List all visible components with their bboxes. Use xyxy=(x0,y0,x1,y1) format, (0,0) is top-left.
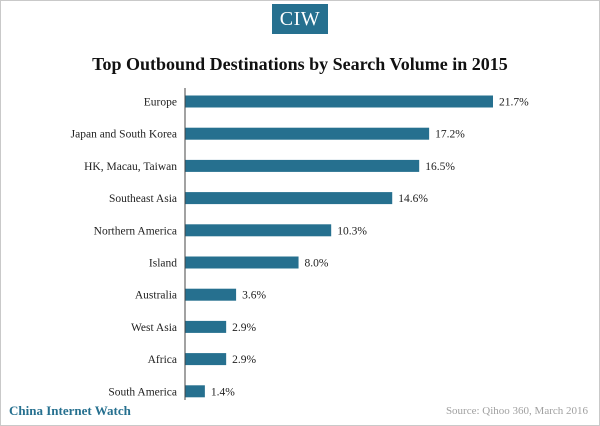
value-label: 2.9% xyxy=(232,322,256,334)
value-label: 14.6% xyxy=(398,193,428,205)
category-label: Japan and South Korea xyxy=(71,129,177,141)
bar[interactable] xyxy=(185,288,237,301)
bar[interactable] xyxy=(185,353,227,366)
bar[interactable] xyxy=(185,127,430,140)
source-note: Source: Qihoo 360, March 2016 xyxy=(445,405,588,417)
category-label: Southeast Asia xyxy=(109,193,177,205)
category-label: Europe xyxy=(144,97,177,109)
category-label: Australia xyxy=(135,290,177,302)
category-label: HK, Macau, Taiwan xyxy=(84,161,177,173)
value-label: 1.4% xyxy=(211,386,235,398)
ciw-logo[interactable]: CIW xyxy=(272,4,328,34)
bars-layer: Europe 21.7% Japan and South Korea 17.2% HK,… xyxy=(71,95,529,398)
value-label: 10.3% xyxy=(337,225,367,237)
bar[interactable] xyxy=(185,320,227,333)
bar[interactable] xyxy=(185,159,420,172)
value-label: 21.7% xyxy=(499,97,529,109)
category-label: West Asia xyxy=(131,322,177,334)
bar[interactable] xyxy=(185,385,205,398)
category-label: Island xyxy=(149,258,177,270)
value-label: 8.0% xyxy=(305,258,329,270)
value-label: 2.9% xyxy=(232,354,256,366)
value-label: 16.5% xyxy=(425,161,455,173)
footer-brand[interactable]: China Internet Watch xyxy=(9,403,131,418)
chart-title: Top Outbound Destinations by Search Volu… xyxy=(92,54,508,74)
category-label: South America xyxy=(108,386,177,398)
value-label: 17.2% xyxy=(435,129,465,141)
bar[interactable] xyxy=(185,95,493,108)
bar[interactable] xyxy=(185,224,332,237)
bar[interactable] xyxy=(185,256,299,269)
value-label: 3.6% xyxy=(242,290,266,302)
category-label: Northern America xyxy=(94,225,177,237)
category-label: Africa xyxy=(148,354,177,366)
bar[interactable] xyxy=(185,192,393,205)
